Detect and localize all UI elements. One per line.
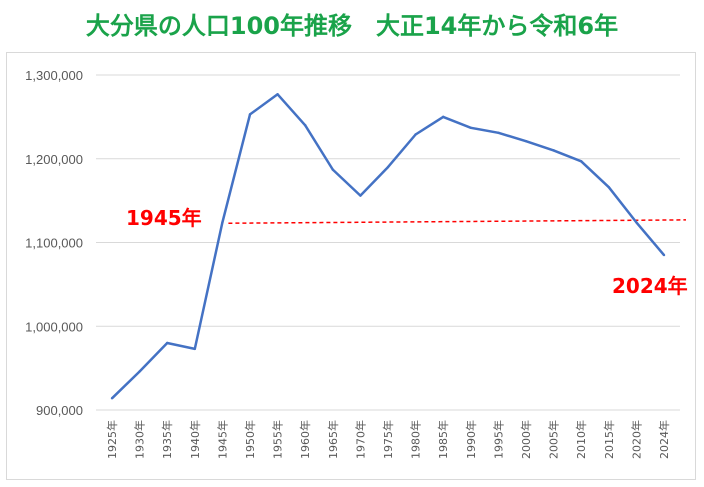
- x-tick-label: 2024年: [657, 420, 671, 459]
- x-axis-ticks: 1925年 1930年 1935年 1940年 1945年 1950年 1955年 1960年…: [105, 420, 671, 459]
- x-tick-label: 1945年: [215, 420, 229, 459]
- x-tick-label: 1980年: [409, 420, 423, 459]
- data-point: [662, 253, 666, 257]
- annotation-2024: 2024年: [612, 274, 688, 298]
- gridlines: [96, 74, 680, 411]
- reference-line: [228, 219, 687, 224]
- data-point: [193, 347, 196, 351]
- data-point: [414, 133, 417, 136]
- series-layer: [110, 93, 666, 400]
- data-point: [110, 397, 114, 400]
- y-tick-label: 1,000,000: [25, 319, 83, 334]
- x-tick-label: 1995年: [491, 420, 505, 459]
- data-point: [469, 126, 472, 129]
- y-tick-label: 1,100,000: [25, 236, 83, 251]
- chart-title: 大分県の人口100年推移 大正14年から令和6年: [85, 12, 619, 40]
- x-tick-label: 1935年: [160, 420, 174, 459]
- x-tick-label: 1925年: [105, 420, 119, 459]
- data-point: [580, 160, 583, 163]
- x-tick-label: 2015年: [602, 420, 616, 459]
- data-point: [304, 124, 307, 127]
- x-tick-label: 1985年: [436, 420, 450, 459]
- data-point: [331, 168, 334, 171]
- data-point: [359, 194, 362, 197]
- annotation-1945: 1945年: [126, 206, 202, 230]
- population-line: [111, 93, 665, 400]
- x-tick-label: 1990年: [464, 420, 478, 459]
- x-tick-label: 1955年: [271, 420, 285, 459]
- x-tick-label: 1975年: [381, 420, 395, 459]
- x-tick-label: 2005年: [547, 420, 561, 459]
- chart-area: [6, 52, 696, 480]
- reference-layer: [228, 219, 687, 224]
- data-point: [276, 93, 279, 96]
- data-point: [386, 165, 390, 169]
- x-tick-label: 1960年: [298, 420, 312, 459]
- data-point: [138, 370, 141, 373]
- x-tick-label: 1965年: [326, 420, 340, 459]
- data-point: [552, 149, 555, 152]
- x-tick-label: 2020年: [629, 420, 643, 459]
- data-point: [607, 186, 610, 189]
- x-tick-label: 2010年: [574, 420, 588, 459]
- data-point: [166, 341, 169, 345]
- data-point: [442, 115, 445, 119]
- y-axis-ticks: 900,000 1,000,000 1,100,000 1,200,000 1,300,…: [25, 68, 83, 418]
- x-tick-label: 2000年: [519, 420, 533, 459]
- data-point: [497, 131, 500, 134]
- x-tick-label: 1970年: [353, 420, 367, 459]
- data-point: [524, 139, 528, 143]
- x-tick-label: 1950年: [243, 420, 257, 459]
- x-tick-label: 1940年: [188, 420, 202, 459]
- data-point: [635, 221, 638, 224]
- data-point: [248, 113, 252, 116]
- y-tick-label: 1,300,000: [25, 68, 83, 83]
- y-tick-label: 1,200,000: [25, 152, 83, 167]
- data-point: [221, 221, 224, 224]
- y-tick-label: 900,000: [36, 403, 83, 418]
- x-tick-label: 1930年: [133, 420, 147, 459]
